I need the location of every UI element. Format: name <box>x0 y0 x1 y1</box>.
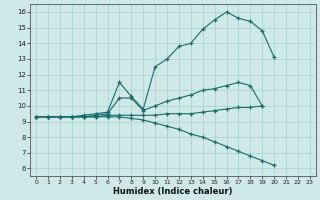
X-axis label: Humidex (Indice chaleur): Humidex (Indice chaleur) <box>113 187 233 196</box>
